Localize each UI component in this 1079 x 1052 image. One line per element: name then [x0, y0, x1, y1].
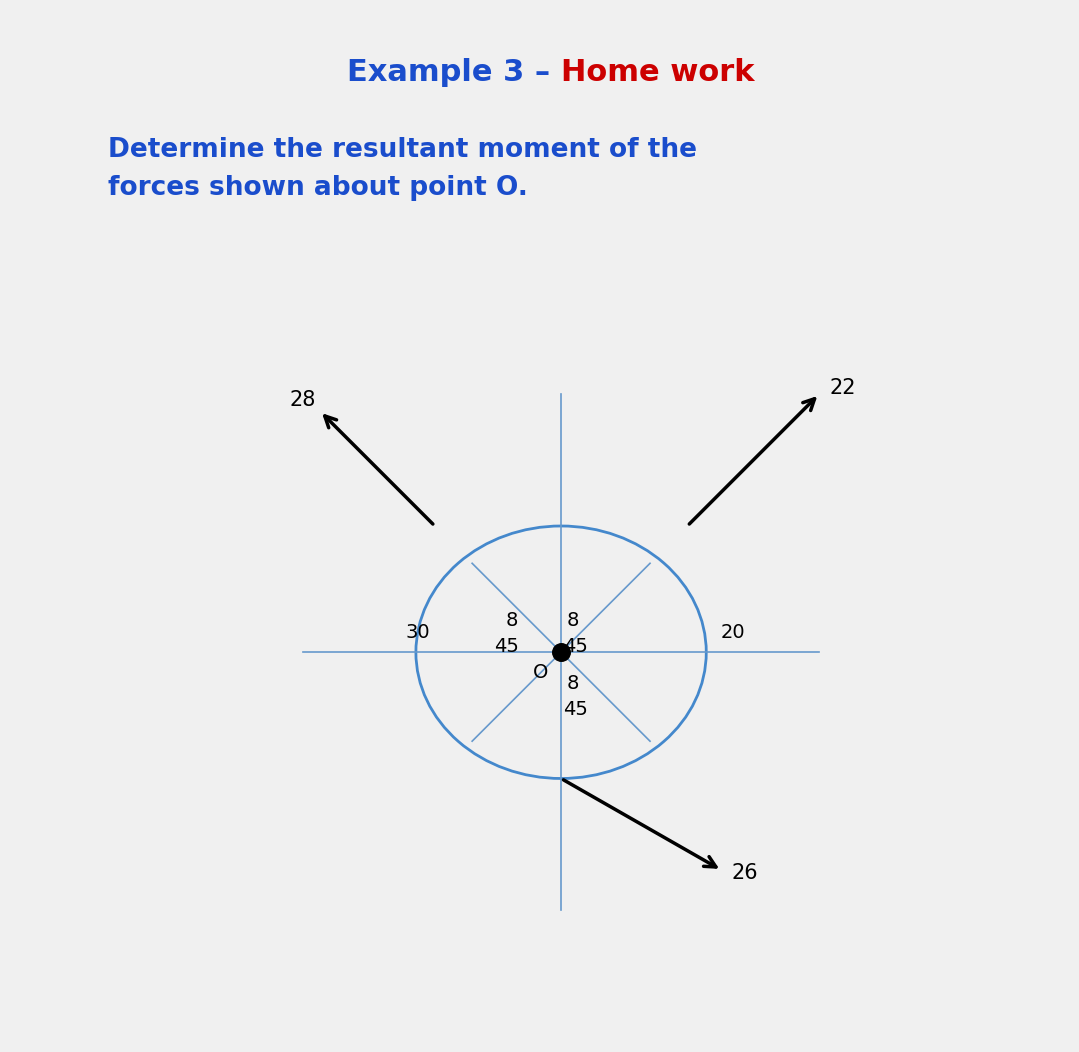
Text: 26: 26: [732, 863, 759, 884]
Text: 45: 45: [563, 638, 588, 656]
Point: [552, 644, 570, 661]
Text: 20: 20: [721, 623, 746, 642]
Text: 30: 30: [406, 623, 429, 642]
Text: 8: 8: [506, 611, 519, 630]
Text: 28: 28: [289, 389, 316, 410]
Text: 45: 45: [494, 638, 519, 656]
Text: Home work: Home work: [561, 58, 754, 87]
Text: Determine the resultant moment of the
forces shown about point O.: Determine the resultant moment of the fo…: [108, 137, 697, 201]
Text: 8: 8: [566, 674, 578, 693]
Text: Example 3 –: Example 3 –: [347, 58, 561, 87]
Text: O: O: [533, 663, 549, 682]
Text: 45: 45: [563, 701, 588, 720]
Text: 22: 22: [829, 379, 856, 399]
Text: 8: 8: [566, 611, 578, 630]
